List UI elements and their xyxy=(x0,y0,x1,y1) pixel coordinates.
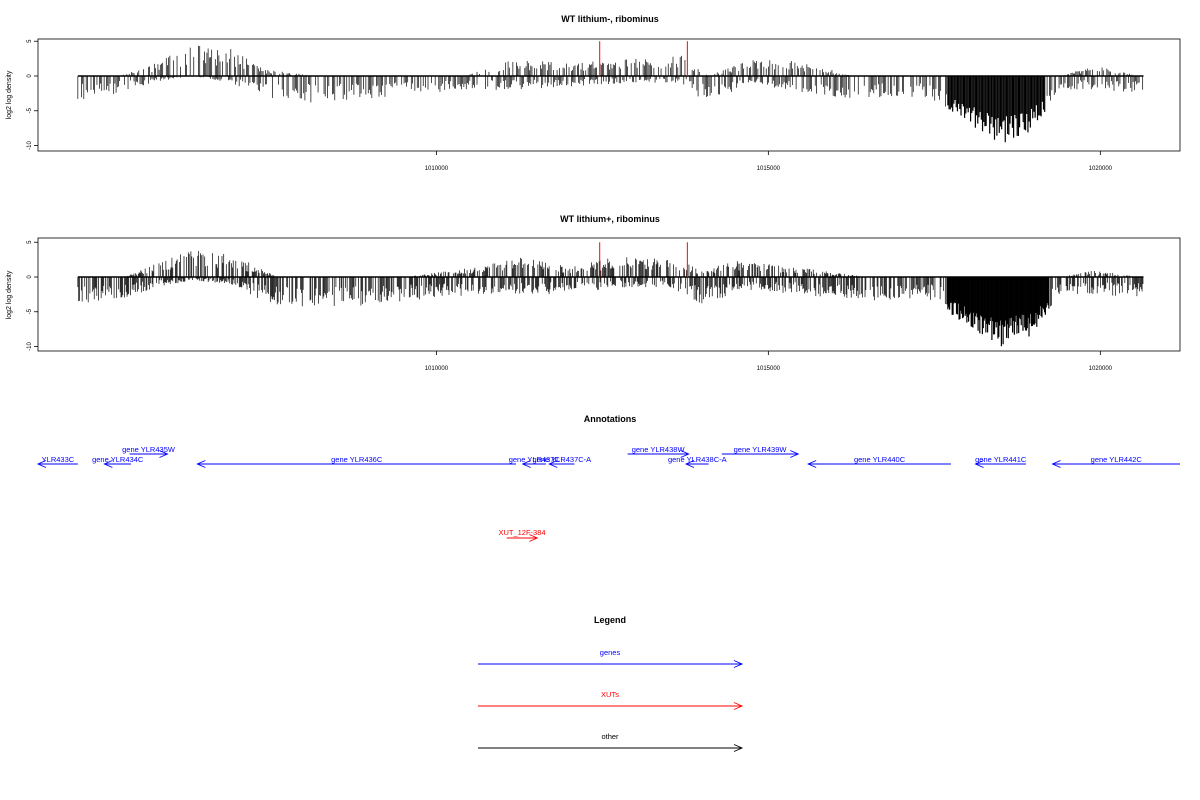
panel-1-axes: 5 0 -5 -10 1010000 1015000 1020000 xyxy=(27,39,1113,172)
xut-label: XUT_12F-384 xyxy=(498,528,545,537)
panel-1-frame xyxy=(37,38,1181,152)
gene-arrow-arrowhead xyxy=(1051,460,1061,468)
gene-label: gene YLR435W xyxy=(122,445,176,454)
legend-items: genes XUTs other xyxy=(478,648,744,752)
y-tick-label: 5 xyxy=(27,240,33,244)
panel-1-title: WT lithium-, ribominus xyxy=(561,14,659,24)
gene-arrow-arrowhead xyxy=(684,460,695,468)
legend-arrow-arrowhead xyxy=(733,660,744,668)
panel-1-marks xyxy=(77,41,1144,143)
gene-label: gene YLR437C xyxy=(509,455,561,464)
gene-label: YLR433C xyxy=(42,455,75,464)
panel-lithium-plus: WT lithium+, ribominus log2 log density … xyxy=(6,214,1181,372)
legend-label: XUTs xyxy=(601,690,619,699)
gene-label: gene YLR441C xyxy=(975,455,1027,464)
x-tick-label: 1010000 xyxy=(425,366,449,372)
gene-label: gene YLR434C xyxy=(92,455,144,464)
y-tick-label: -10 xyxy=(27,342,33,351)
y-tick-label: -10 xyxy=(27,141,33,150)
gene-arrow-arrowhead xyxy=(680,450,690,458)
gene-arrow-arrowhead xyxy=(159,450,169,458)
panel-2-axes: 5 0 -5 -10 1010000 1015000 1020000 xyxy=(27,240,1113,372)
legend-label: genes xyxy=(600,648,621,657)
x-tick-label: 1015000 xyxy=(757,366,781,372)
y-tick-label: -5 xyxy=(27,107,33,113)
panel-2-marks xyxy=(77,242,1144,347)
gene-label: gene YLR439W xyxy=(734,445,788,454)
legend: Legend genes XUTs other xyxy=(478,615,744,752)
gene-arrow-arrowhead xyxy=(974,460,984,468)
panel-2-frame xyxy=(37,237,1181,352)
legend-arrow-arrowhead xyxy=(733,702,744,710)
y-tick-label: -5 xyxy=(27,308,33,314)
legend-title: Legend xyxy=(594,615,626,625)
legend-arrow-arrowhead xyxy=(733,744,744,752)
x-tick-label: 1010000 xyxy=(425,166,449,172)
annotations-title: Annotations xyxy=(584,414,637,424)
x-tick-label: 1020000 xyxy=(1089,166,1113,172)
gene-label: gene YLR437C-A xyxy=(533,455,592,464)
y-tick-label: 0 xyxy=(27,275,33,279)
gene-label: gene YLR436C xyxy=(331,455,383,464)
gene-label: gene YLR442C xyxy=(1091,455,1143,464)
legend-label: other xyxy=(601,732,619,741)
gene-label: gene YLR438C-A xyxy=(668,455,727,464)
panel-2-ylabel: log2 log density xyxy=(6,270,13,319)
gene-arrow-arrowhead xyxy=(790,450,800,458)
gene-arrow-arrowhead xyxy=(548,460,558,468)
gene-arrow-arrowhead xyxy=(196,460,206,468)
gene-label: gene YLR438W xyxy=(632,445,686,454)
gene-label: gene YLR440C xyxy=(854,455,906,464)
x-tick-label: 1020000 xyxy=(1089,366,1113,372)
panel-lithium-minus: WT lithium-, ribominus log2 log density … xyxy=(6,14,1181,172)
xut-arrow-arrowhead xyxy=(529,534,539,542)
x-tick-label: 1015000 xyxy=(757,166,781,172)
gene-arrow-arrowhead xyxy=(521,460,531,468)
y-tick-label: 0 xyxy=(27,74,33,78)
panel-1-ylabel: log2 log density xyxy=(6,70,13,119)
y-tick-label: 5 xyxy=(27,39,33,43)
gene-arrow-arrowhead xyxy=(36,460,47,468)
panel-2-title: WT lithium+, ribominus xyxy=(560,214,660,224)
gene-arrow-arrowhead xyxy=(103,460,113,468)
gene-arrow-arrowhead xyxy=(807,460,817,468)
